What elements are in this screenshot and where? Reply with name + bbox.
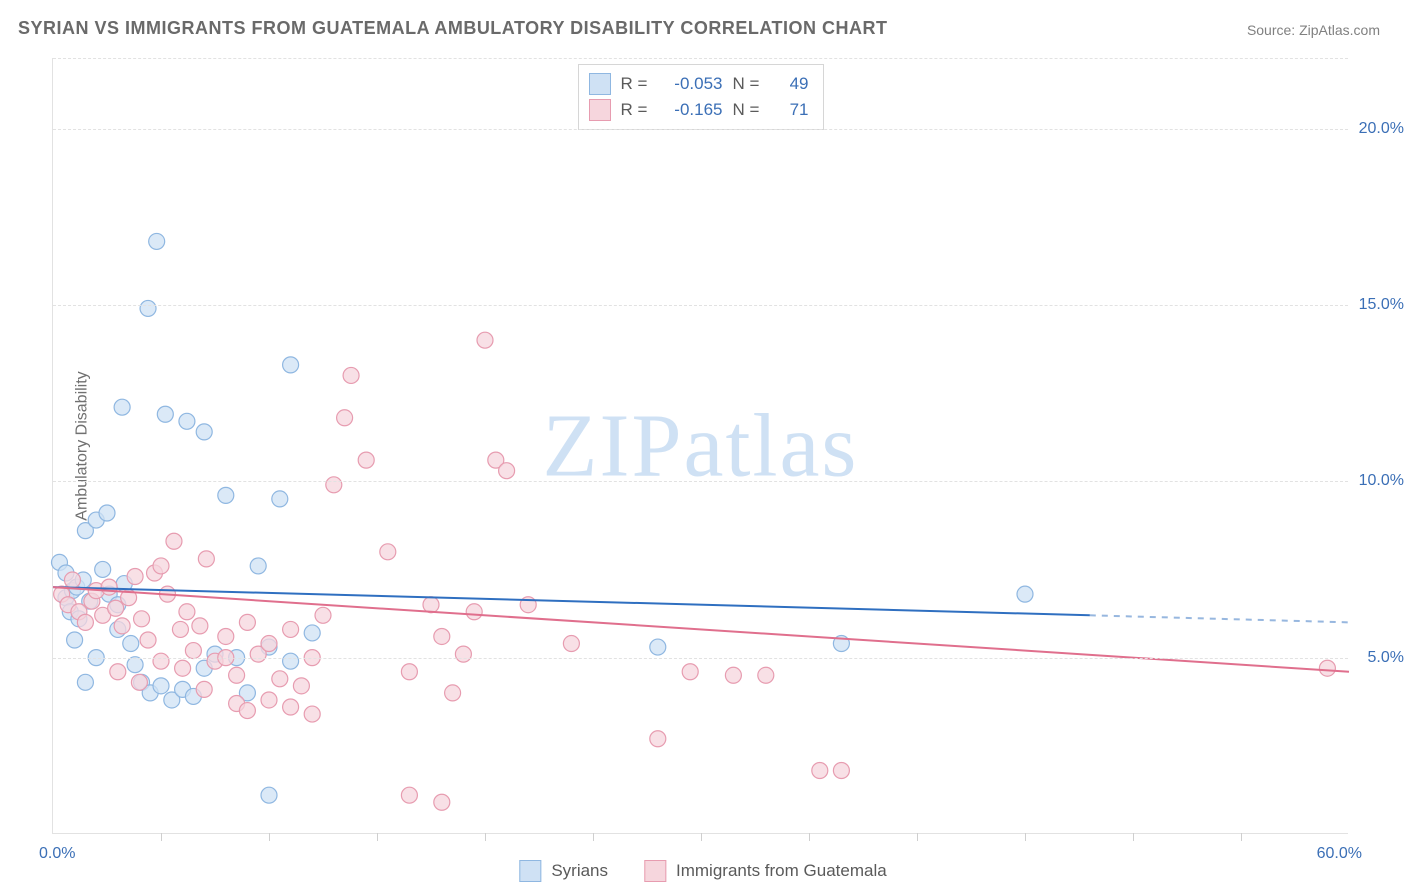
data-point-syrians xyxy=(127,657,143,673)
data-point-syrians xyxy=(272,491,288,507)
data-point-guatemala xyxy=(166,533,182,549)
data-point-syrians xyxy=(153,678,169,694)
data-point-guatemala xyxy=(423,597,439,613)
data-point-guatemala xyxy=(401,664,417,680)
data-point-guatemala xyxy=(650,731,666,747)
data-point-guatemala xyxy=(343,367,359,383)
data-point-guatemala xyxy=(401,787,417,803)
data-point-guatemala xyxy=(833,763,849,779)
data-point-syrians xyxy=(1017,586,1033,602)
chart-title: SYRIAN VS IMMIGRANTS FROM GUATEMALA AMBU… xyxy=(18,18,887,39)
data-point-guatemala xyxy=(563,636,579,652)
swatch-guatemala-bottom xyxy=(644,860,666,882)
data-point-syrians xyxy=(114,399,130,415)
legend-label-syrians: Syrians xyxy=(551,861,608,881)
data-point-syrians xyxy=(140,300,156,316)
data-point-guatemala xyxy=(434,628,450,644)
data-point-guatemala xyxy=(134,611,150,627)
data-point-syrians xyxy=(77,674,93,690)
data-point-guatemala xyxy=(64,572,80,588)
data-point-guatemala xyxy=(131,674,147,690)
data-point-guatemala xyxy=(682,664,698,680)
data-point-guatemala xyxy=(153,653,169,669)
data-point-syrians xyxy=(179,413,195,429)
data-point-guatemala xyxy=(77,614,93,630)
data-point-guatemala xyxy=(218,628,234,644)
data-point-guatemala xyxy=(358,452,374,468)
data-point-guatemala xyxy=(185,643,201,659)
y-tick-label: 20.0% xyxy=(1359,120,1404,138)
data-point-guatemala xyxy=(172,621,188,637)
data-point-guatemala xyxy=(108,600,124,616)
data-point-guatemala xyxy=(315,607,331,623)
plot-svg xyxy=(53,58,1348,833)
y-tick-label: 5.0% xyxy=(1368,649,1404,667)
data-point-guatemala xyxy=(101,579,117,595)
data-point-guatemala xyxy=(304,706,320,722)
data-point-guatemala xyxy=(153,558,169,574)
data-point-guatemala xyxy=(239,703,255,719)
data-point-guatemala xyxy=(1319,660,1335,676)
chart-container: SYRIAN VS IMMIGRANTS FROM GUATEMALA AMBU… xyxy=(0,0,1406,892)
data-point-guatemala xyxy=(477,332,493,348)
data-point-guatemala xyxy=(326,477,342,493)
data-point-guatemala xyxy=(192,618,208,634)
data-point-guatemala xyxy=(283,699,299,715)
data-point-guatemala xyxy=(445,685,461,701)
data-point-guatemala xyxy=(127,569,143,585)
data-point-guatemala xyxy=(179,604,195,620)
data-point-guatemala xyxy=(293,678,309,694)
data-point-guatemala xyxy=(196,681,212,697)
data-point-guatemala xyxy=(283,621,299,637)
y-tick-label: 10.0% xyxy=(1359,472,1404,490)
data-point-syrians xyxy=(99,505,115,521)
data-point-guatemala xyxy=(466,604,482,620)
data-point-guatemala xyxy=(380,544,396,560)
data-point-guatemala xyxy=(110,664,126,680)
data-point-syrians xyxy=(261,787,277,803)
legend-item-syrians: Syrians xyxy=(519,860,608,882)
data-point-syrians xyxy=(196,424,212,440)
plot-area: ZIPatlas R = -0.053 N = 49 R = -0.165 N … xyxy=(52,58,1348,834)
data-point-guatemala xyxy=(140,632,156,648)
data-point-guatemala xyxy=(434,794,450,810)
data-point-guatemala xyxy=(114,618,130,634)
data-point-syrians xyxy=(157,406,173,422)
data-point-syrians xyxy=(650,639,666,655)
series-legend: Syrians Immigrants from Guatemala xyxy=(519,860,886,882)
legend-label-guatemala: Immigrants from Guatemala xyxy=(676,861,887,881)
data-point-syrians xyxy=(149,233,165,249)
data-point-guatemala xyxy=(261,692,277,708)
data-point-syrians xyxy=(67,632,83,648)
data-point-guatemala xyxy=(812,763,828,779)
data-point-guatemala xyxy=(198,551,214,567)
data-point-guatemala xyxy=(337,410,353,426)
data-point-syrians xyxy=(95,561,111,577)
data-point-guatemala xyxy=(239,614,255,630)
source-attribution: Source: ZipAtlas.com xyxy=(1247,22,1380,38)
data-point-guatemala xyxy=(499,463,515,479)
data-point-guatemala xyxy=(455,646,471,662)
data-point-guatemala xyxy=(725,667,741,683)
data-point-guatemala xyxy=(758,667,774,683)
data-point-syrians xyxy=(250,558,266,574)
swatch-syrians-bottom xyxy=(519,860,541,882)
legend-item-guatemala: Immigrants from Guatemala xyxy=(644,860,887,882)
data-point-syrians xyxy=(218,487,234,503)
data-point-syrians xyxy=(304,625,320,641)
x-axis-min-label: 0.0% xyxy=(39,845,75,863)
data-point-guatemala xyxy=(272,671,288,687)
data-point-syrians xyxy=(283,653,299,669)
x-axis-max-label: 60.0% xyxy=(1317,845,1362,863)
data-point-guatemala xyxy=(175,660,191,676)
data-point-guatemala xyxy=(261,636,277,652)
y-tick-label: 15.0% xyxy=(1359,296,1404,314)
trend-line-ext-syrians xyxy=(1090,615,1349,622)
data-point-guatemala xyxy=(229,667,245,683)
data-point-syrians xyxy=(123,636,139,652)
data-point-syrians xyxy=(283,357,299,373)
trend-line-syrians xyxy=(53,587,1090,615)
